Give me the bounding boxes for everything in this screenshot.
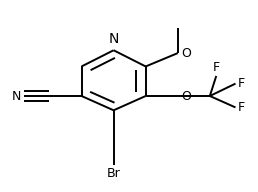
Text: O: O [182,47,191,60]
Text: Br: Br [107,167,120,180]
Text: O: O [182,89,191,103]
Text: N: N [108,32,119,46]
Text: N: N [11,89,21,103]
Text: F: F [238,101,245,114]
Text: F: F [213,60,220,74]
Text: F: F [238,77,245,89]
